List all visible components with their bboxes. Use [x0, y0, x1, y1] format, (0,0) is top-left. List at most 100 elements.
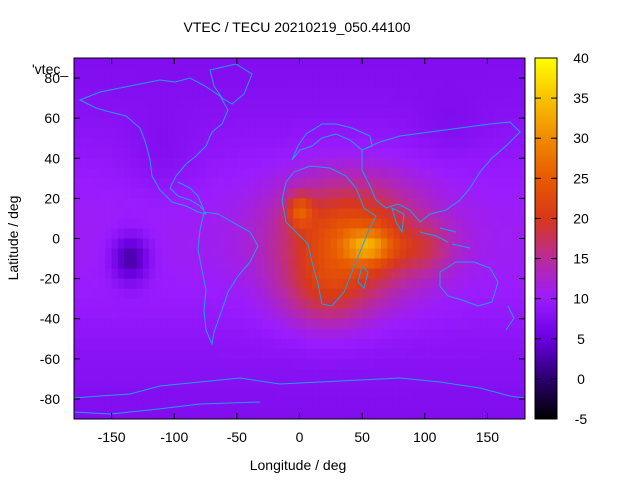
heatmap-cell — [343, 248, 351, 260]
heatmap-cell — [105, 378, 113, 390]
heatmap-cell — [142, 388, 150, 400]
heatmap-cell — [92, 68, 100, 79]
heatmap-cell — [387, 128, 395, 139]
heatmap-cell — [167, 258, 175, 270]
heatmap-cell — [330, 218, 338, 230]
heatmap-cell — [286, 128, 294, 139]
heatmap-cell — [343, 338, 351, 350]
heatmap-cell — [493, 78, 501, 89]
heatmap-cell — [349, 98, 357, 109]
heatmap-cell — [330, 398, 338, 410]
heatmap-cell — [130, 308, 138, 320]
heatmap-cell — [99, 198, 106, 210]
heatmap-cell — [330, 88, 338, 99]
heatmap-cell — [468, 308, 476, 320]
heatmap-cell — [105, 238, 113, 250]
heatmap-cell — [324, 358, 332, 370]
heatmap-cell — [412, 258, 420, 270]
heatmap-cell — [280, 218, 288, 230]
heatmap-cell — [117, 108, 125, 119]
heatmap-cell — [92, 378, 100, 390]
heatmap-cell — [293, 178, 301, 189]
heatmap-cell — [236, 198, 244, 210]
heatmap-cell — [355, 138, 363, 149]
heatmap-cell — [431, 68, 438, 79]
heatmap-cell — [474, 288, 482, 300]
heatmap-cell — [437, 148, 445, 159]
heatmap-cell — [117, 58, 125, 69]
heatmap-cell — [393, 208, 401, 220]
heatmap-cell — [380, 168, 388, 179]
heatmap-cell — [399, 198, 407, 210]
heatmap-cell — [312, 358, 319, 370]
heatmap-cell — [374, 248, 382, 260]
x-tick-label: 0 — [296, 429, 304, 445]
heatmap-cell — [243, 168, 250, 179]
heatmap-cell — [343, 318, 351, 330]
heatmap-cell — [312, 328, 319, 340]
heatmap-cell — [80, 108, 88, 119]
heatmap-cell — [299, 218, 307, 230]
heatmap-cell — [506, 288, 514, 300]
heatmap-cell — [268, 138, 276, 149]
heatmap-cell — [261, 358, 269, 370]
heatmap-cell — [481, 158, 489, 169]
heatmap-cell — [437, 278, 445, 290]
heatmap-cell — [224, 378, 232, 390]
heatmap-cell — [437, 78, 445, 89]
heatmap-cell — [193, 108, 200, 119]
heatmap-cell — [368, 98, 376, 109]
heatmap-cell — [456, 178, 463, 189]
heatmap-cell — [355, 228, 363, 240]
heatmap-cell — [193, 58, 200, 69]
heatmap-cell — [362, 388, 369, 400]
heatmap-cell — [324, 78, 332, 89]
heatmap-cell — [518, 388, 525, 400]
heatmap-cell — [474, 408, 482, 419]
heatmap-cell — [293, 308, 301, 320]
heatmap-cell — [305, 328, 313, 340]
heatmap-cell — [324, 58, 332, 69]
heatmap-cell — [92, 398, 100, 410]
heatmap-cell — [506, 398, 514, 410]
heatmap-cell — [130, 58, 138, 69]
heatmap-cell — [261, 218, 269, 230]
heatmap-cell — [324, 168, 332, 179]
heatmap-cell — [293, 368, 301, 380]
heatmap-cell — [161, 398, 169, 410]
heatmap-cell — [249, 68, 257, 79]
heatmap-cell — [224, 138, 232, 149]
heatmap-cell — [218, 328, 225, 340]
heatmap-cell — [305, 228, 313, 240]
heatmap-cell — [180, 188, 188, 199]
heatmap-cell — [224, 148, 232, 159]
heatmap-cell — [387, 358, 395, 370]
heatmap-cell — [481, 88, 489, 99]
heatmap-cell — [224, 178, 232, 189]
heatmap-cell — [380, 78, 388, 89]
heatmap-cell — [380, 238, 388, 250]
heatmap-cell — [99, 58, 106, 69]
heatmap-cell — [255, 148, 263, 159]
heatmap-cell — [205, 368, 213, 380]
heatmap-cell — [474, 298, 482, 310]
heatmap-cell — [224, 78, 232, 89]
heatmap-cell — [299, 158, 307, 169]
heatmap-cell — [355, 318, 363, 330]
heatmap-cell — [324, 398, 332, 410]
heatmap-cell — [343, 368, 351, 380]
heatmap-cell — [387, 228, 395, 240]
heatmap-cell — [474, 248, 482, 260]
heatmap-cell — [230, 268, 238, 280]
heatmap-cell — [318, 218, 326, 230]
heatmap-cell — [337, 128, 344, 139]
heatmap-cell — [218, 258, 225, 270]
heatmap-cell — [99, 148, 106, 159]
heatmap-cell — [424, 348, 432, 360]
heatmap-cell — [286, 198, 294, 210]
heatmap-cell — [424, 248, 432, 260]
heatmap-cell — [274, 188, 282, 199]
heatmap-cell — [167, 378, 175, 390]
heatmap-cell — [512, 78, 520, 89]
heatmap-cell — [418, 198, 426, 210]
